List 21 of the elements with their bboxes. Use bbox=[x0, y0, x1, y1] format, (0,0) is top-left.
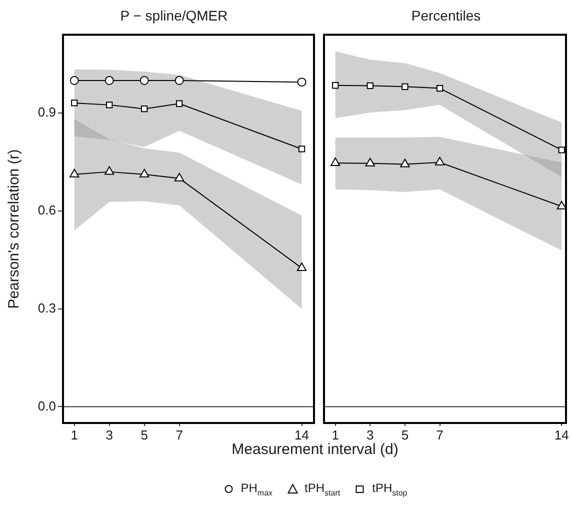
legend-label: tPH$_{start}$ bbox=[304, 481, 340, 498]
x-tick-label: 1 bbox=[332, 427, 339, 442]
x-tick-label: 1 bbox=[70, 427, 78, 442]
chart-title: Percentiles bbox=[411, 7, 481, 24]
x-tick-label: 14 bbox=[294, 427, 309, 442]
legend-label: PH$_{max}$ bbox=[240, 481, 273, 498]
y-tick-label: 0.6 bbox=[38, 202, 56, 218]
x-tick-label: 5 bbox=[140, 427, 148, 442]
y-tick-label: 0.9 bbox=[38, 104, 56, 120]
y-axis-title: Pearson's correlation (r) bbox=[6, 149, 22, 309]
y-tick-label: 0.3 bbox=[38, 300, 56, 316]
x-axis-title: Measurement interval (d) bbox=[232, 441, 398, 458]
y-tick-label: 0.0 bbox=[38, 398, 56, 414]
x-tick-label: 3 bbox=[366, 427, 374, 442]
chart-title: P − spline/QMER bbox=[120, 7, 228, 24]
x-tick-label: 14 bbox=[554, 427, 569, 442]
x-tick-label: 7 bbox=[176, 427, 183, 442]
x-tick-label: 3 bbox=[106, 427, 113, 442]
legend-label: tPH$_{stop}$ bbox=[372, 481, 408, 498]
x-tick-label: 7 bbox=[436, 427, 444, 442]
x-tick-label: 5 bbox=[401, 427, 409, 442]
